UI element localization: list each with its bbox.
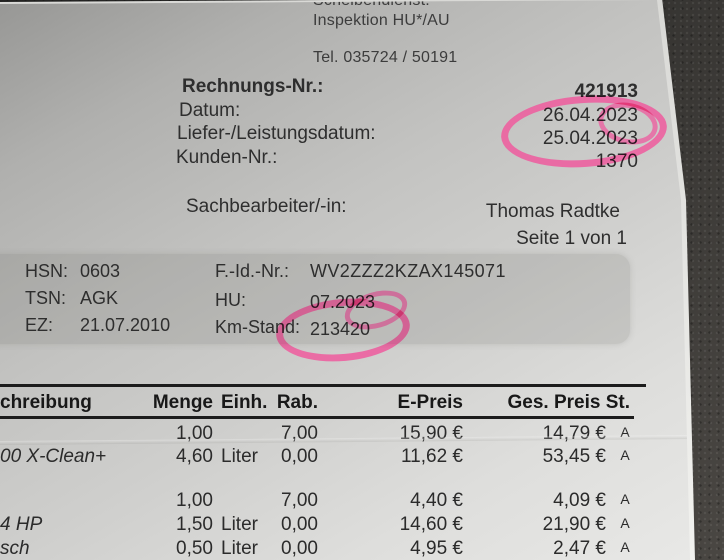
item-discount: 0,00 [281,514,318,535]
ez-label: EZ: [25,315,54,335]
item-quantity: 1,00 [176,423,213,444]
table-top-rule [0,384,646,387]
letterhead-phone: Tel. 035724 / 50191 [313,49,458,66]
item-discount: 7,00 [281,423,318,444]
item-quantity: 4,60 [176,446,213,467]
page-indicator: Seite 1 von 1 [516,228,627,249]
item-unit: Liter [221,514,258,535]
ez-value: 21.07.2010 [80,315,171,335]
item-total-price: 53,45 € [542,446,606,467]
col-header-total-price: Ges. Preis St. [507,392,630,413]
item-total-price: 21,90 € [542,514,606,535]
tsn-value: AGK [80,288,119,308]
col-header-quantity: Menge [152,392,213,413]
invoice-number-value: 421913 [574,81,638,102]
invoice-date-label: Datum: [179,100,241,121]
hsn-value: 0603 [80,261,121,281]
invoice-date-value: 26.04.2023 [542,105,638,126]
item-unit-price: 11,62 € [401,446,463,467]
clerk-name: Thomas Radtke [485,201,620,222]
item-discount: 7,00 [281,490,318,511]
vin-label: F.-Id.-Nr.: [215,261,290,281]
item-description: 4 HP [0,514,43,535]
item-unit: Liter [221,446,258,467]
hu-label: HU: [215,290,246,310]
item-quantity: 1,50 [176,514,213,535]
item-tax-code: A [620,447,630,463]
col-header-unit: Einh. [221,392,268,413]
tsn-label: TSN: [25,288,67,308]
km-label: Km-Stand: [215,317,301,337]
item-total-price: 2,47 € [553,538,606,559]
col-header-description: chreibung [0,392,92,413]
item-description: sch [0,538,30,559]
km-value: 213420 [310,319,371,339]
col-header-discount: Rab. [276,392,318,413]
item-unit-price: 4,40 € [410,490,463,511]
vehicle-data-box: HSN: 0603 TSN: AGK EZ: 21.07.2010 F.-Id.… [0,254,630,344]
customer-number-value: 1370 [595,151,638,172]
item-tax-code: A [620,515,630,531]
invoice-number-label: Rechnungs-Nr.: [182,76,324,97]
item-tax-code: A [620,424,630,440]
vin-value: WV2ZZZ2KZAX145071 [310,261,506,281]
item-quantity: 1,00 [176,490,213,511]
item-unit-price: 15,90 € [399,423,463,444]
item-total-price: 14,79 € [542,423,606,444]
delivery-date-value: 25.04.2023 [542,128,638,149]
item-discount: 0,00 [281,538,318,559]
hsn-label: HSN: [25,261,69,281]
item-quantity: 0,50 [176,538,213,559]
item-unit-price: 4,95 € [410,538,463,559]
item-unit: Liter [221,538,258,559]
col-header-unit-price: E-Preis [397,392,463,413]
item-discount: 0,00 [281,446,318,467]
item-unit-price: 14,60 € [399,514,463,535]
delivery-date-label: Liefer-/Leistungsdatum: [177,123,376,144]
item-total-price: 4,09 € [553,490,606,511]
item-description: 00 X-Clean+ [0,446,107,467]
hu-value: 07.2023 [310,292,376,312]
item-tax-code: A [620,539,630,555]
letterhead-line-2: Inspektion HU*/AU [313,12,450,29]
customer-number-label: Kunden-Nr.: [176,147,278,168]
item-tax-code: A [620,491,630,507]
items-table: chreibung Menge Einh. Rab. E-Preis Ges. … [0,384,648,560]
letterhead-line-1: Scheibendienst. [313,0,430,9]
clerk-label: Sachbearbeiter/-in: [186,196,347,217]
table-header-rule [0,416,634,419]
